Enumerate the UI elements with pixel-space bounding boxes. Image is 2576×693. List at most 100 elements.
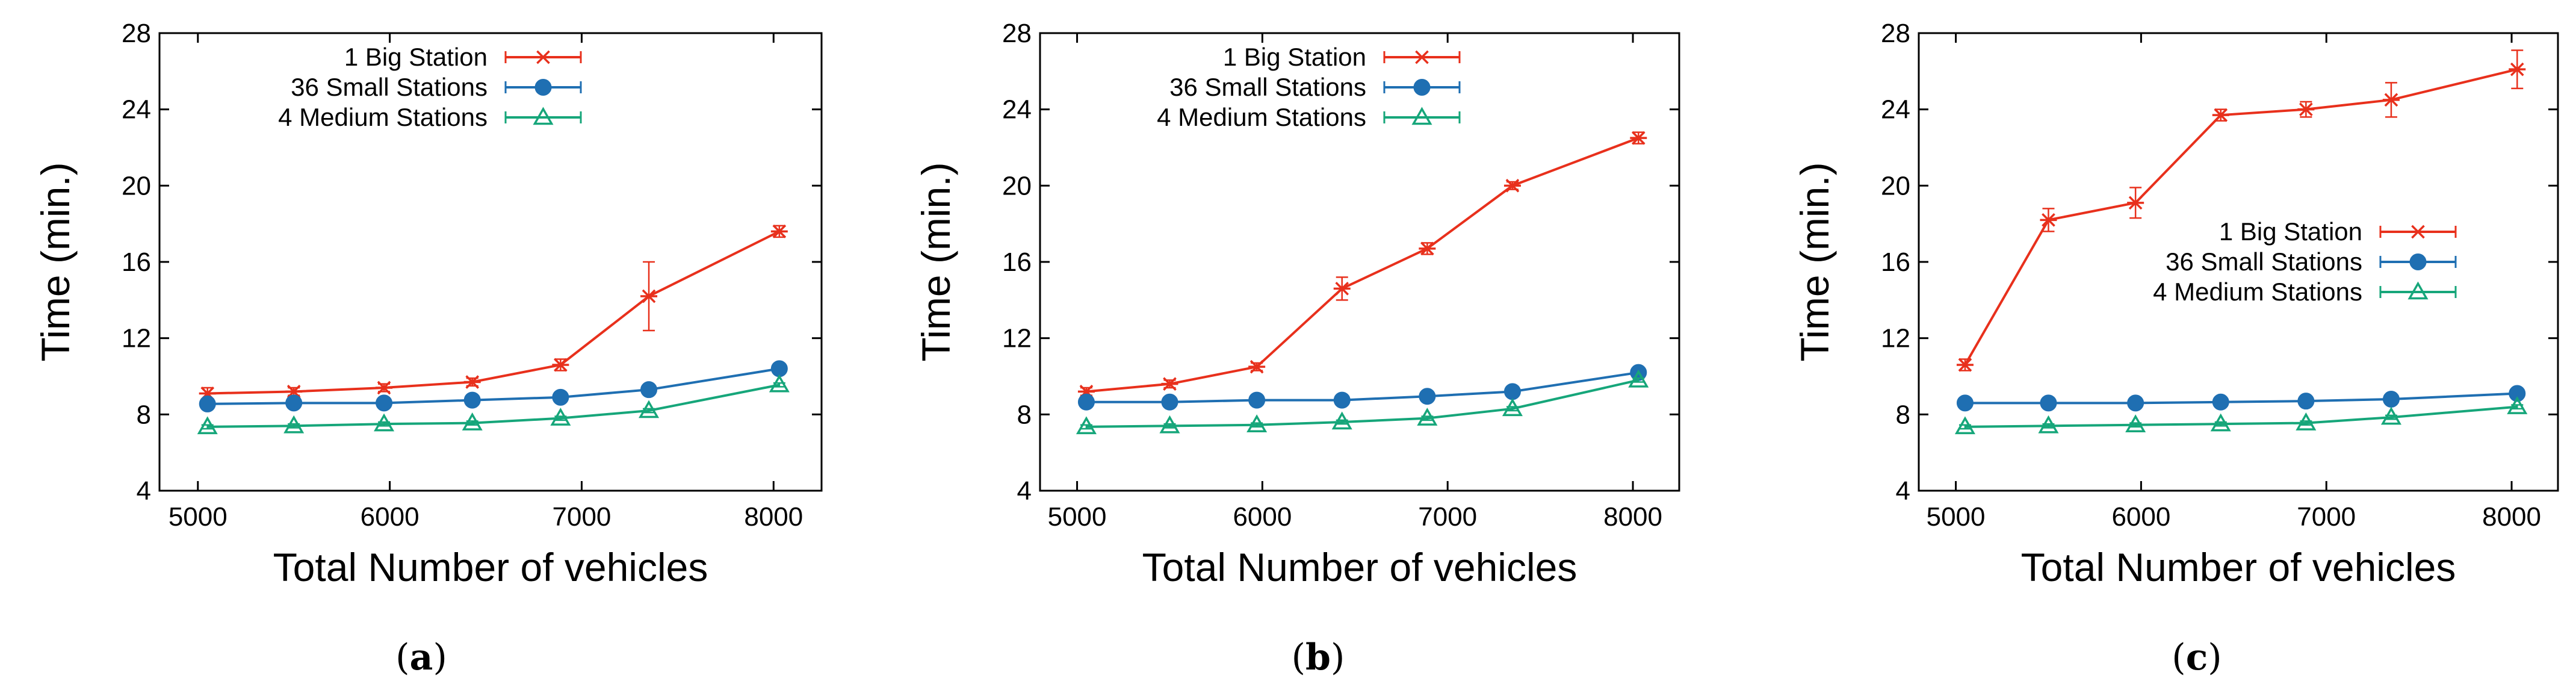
- data-point: [374, 413, 395, 432]
- x-tick-label: 7000: [2297, 502, 2356, 532]
- data-point: [1503, 383, 1521, 400]
- data-point: [2507, 396, 2528, 414]
- legend-label: 4 Medium Stations: [1157, 103, 1366, 131]
- y-tick-label: 28: [1002, 19, 1032, 48]
- data-point: [2297, 102, 2315, 116]
- legend-error-cap: [2379, 226, 2457, 238]
- data-point: [1331, 411, 1352, 430]
- legend-marker: [2409, 225, 2427, 239]
- series-circle: [1956, 385, 2526, 412]
- legend-label: 1 Big Station: [344, 43, 488, 71]
- y-tick-label: 8: [137, 400, 151, 429]
- x-tick-label: 5000: [169, 502, 228, 532]
- y-tick-label: 12: [1002, 324, 1032, 353]
- data-point: [2040, 394, 2057, 412]
- data-point: [285, 394, 303, 412]
- data-point: [640, 289, 658, 303]
- y-tick-label: 16: [122, 247, 151, 277]
- y-tick-label: 12: [122, 324, 151, 353]
- series-asterisk: [1077, 131, 1647, 399]
- data-point: [1248, 391, 1266, 409]
- data-point: [640, 381, 658, 399]
- legend-marker: [2409, 253, 2427, 270]
- x-tick-label: 8000: [2482, 502, 2541, 532]
- panel-caption: (c): [2172, 636, 2221, 679]
- data-point: [463, 391, 481, 409]
- x-tick-label: 6000: [361, 502, 420, 532]
- legend-label: 36 Small Stations: [1169, 73, 1366, 101]
- y-tick-label: 8: [1896, 400, 1910, 429]
- data-point: [2382, 391, 2400, 408]
- data-point: [2040, 213, 2057, 227]
- legend-error-cap: [2379, 256, 2457, 268]
- x-tick-label: 6000: [2111, 502, 2170, 532]
- data-point: [2210, 413, 2231, 432]
- chart-panel-a: 4 8 12 16 20 24 28 5000 6000 7000 8000 Total Number…: [33, 19, 823, 679]
- legend-label: 1 Big Station: [1223, 43, 1366, 71]
- data-point: [1630, 131, 1647, 145]
- series-asterisk: [1956, 49, 2526, 372]
- data-point: [2509, 385, 2526, 402]
- data-point: [1956, 358, 1974, 372]
- series-triangle: [1076, 369, 1649, 435]
- legend-error-cap: [2379, 286, 2457, 298]
- x-tick-label: 5000: [1048, 502, 1107, 532]
- panel-caption-letter: c: [2186, 636, 2208, 679]
- panel-caption: (b): [1292, 636, 1345, 679]
- data-point: [2127, 394, 2144, 412]
- data-point: [463, 375, 481, 389]
- data-point: [1956, 394, 1974, 412]
- data-point: [2212, 108, 2229, 122]
- y-axis-title: Time (min.): [33, 162, 78, 361]
- data-point: [639, 400, 660, 418]
- legend-error-cap: [504, 81, 582, 93]
- y-tick-label: 16: [1881, 247, 1910, 277]
- chart-panel-b: 4 8 12 16 20 24 28 5000 6000 7000 8000 Total Number…: [914, 19, 1680, 679]
- y-tick-label: 24: [122, 95, 151, 125]
- y-tick-label: 20: [122, 171, 151, 200]
- data-point: [2127, 196, 2144, 210]
- x-tick-label: 6000: [1233, 502, 1292, 532]
- y-tick-label: 4: [1896, 476, 1910, 506]
- y-tick-label: 12: [1881, 324, 1910, 353]
- y-tick-label: 24: [1002, 95, 1032, 125]
- data-point: [770, 225, 788, 238]
- legend-error-cap: [1383, 51, 1461, 63]
- legend-error-cap: [504, 111, 582, 123]
- legend-label: 4 Medium Stations: [2153, 278, 2362, 306]
- x-tick-label: 8000: [744, 502, 803, 532]
- legend-error-cap: [504, 51, 582, 63]
- data-point: [770, 360, 788, 378]
- legend-marker: [1411, 107, 1432, 125]
- panel-caption-letter: b: [1305, 636, 1331, 679]
- series-circle: [1077, 364, 1647, 411]
- series-triangle: [1954, 396, 2528, 435]
- series-circle: [199, 360, 788, 412]
- data-point: [2509, 62, 2526, 76]
- legend-error-cap: [1383, 81, 1461, 93]
- legend-error-cap: [1383, 111, 1461, 123]
- x-tick-label: 8000: [1603, 502, 1662, 532]
- data-point: [1161, 393, 1178, 411]
- data-point: [376, 381, 393, 395]
- data-point: [1954, 416, 1975, 435]
- data-point: [2125, 414, 2146, 432]
- panel-caption-letter: a: [410, 636, 433, 679]
- data-point: [1502, 398, 1523, 417]
- legend-marker: [533, 107, 554, 125]
- legend-marker: [1413, 50, 1431, 64]
- legend-label: 1 Big Station: [2219, 217, 2362, 246]
- legend-marker: [534, 79, 552, 96]
- data-point: [1161, 377, 1178, 391]
- data-point: [1503, 179, 1521, 193]
- data-point: [550, 408, 571, 426]
- x-axis-title: Total Number of vehicles: [1142, 545, 1577, 589]
- data-point: [283, 415, 305, 434]
- legend-marker: [1413, 79, 1431, 96]
- y-tick-label: 20: [1881, 171, 1910, 200]
- data-point: [1419, 388, 1436, 405]
- data-point: [1628, 369, 1649, 388]
- data-point: [1077, 393, 1095, 411]
